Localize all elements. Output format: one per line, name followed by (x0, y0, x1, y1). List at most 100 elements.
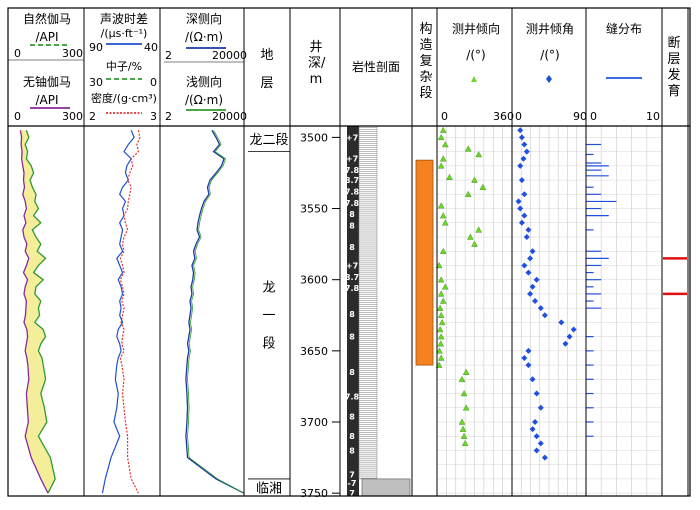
dip-marker (521, 141, 528, 148)
dip-marker (525, 362, 532, 369)
dip-marker (525, 226, 532, 233)
rd-title: 深侧向 (185, 12, 222, 26)
depth-title: 井深/m (308, 40, 326, 87)
litho-label: 8.7 (345, 176, 359, 185)
azimuth-unit: /(°) (466, 48, 486, 62)
litho-label: 8 (349, 446, 355, 455)
ac-unit: /(μs·ft⁻¹) (100, 27, 148, 40)
ac-min: 90 (89, 41, 103, 54)
azimuth-marker (439, 126, 447, 133)
dip-marker (533, 276, 540, 283)
azimuth-marker (436, 347, 443, 354)
azimuth-marker (446, 173, 453, 180)
dip-marker (533, 447, 540, 454)
dip-marker (566, 333, 573, 340)
dip-marker (518, 177, 525, 184)
azimuth-marker (458, 418, 466, 425)
azimuth-marker (460, 432, 468, 439)
azimuth-marker (471, 240, 478, 247)
azimuth-marker (437, 290, 445, 297)
azimuth-max: 360 (493, 110, 514, 123)
ac-max: 40 (144, 41, 158, 54)
dip-marker (521, 191, 528, 198)
azimuth-marker (439, 212, 447, 219)
dip-marker (518, 219, 525, 226)
dip-marker (523, 234, 530, 240)
litho-label: +7 (346, 133, 358, 142)
litho-title: 岩性剖面 (351, 60, 400, 74)
azimuth-marker (436, 304, 444, 311)
dip-marker (541, 454, 548, 461)
kth-min: 0 (14, 110, 21, 123)
dip-marker (517, 162, 524, 169)
kth-title: 无铀伽马 (22, 75, 71, 89)
azimuth-marker (437, 340, 445, 347)
rs-curve (187, 130, 245, 494)
den-title: 密度/(g·cm³) (91, 92, 157, 105)
complex-title: 构造复杂段 (419, 22, 433, 101)
azimuth-marker (439, 247, 447, 254)
dip-marker (518, 134, 525, 141)
complex-zone-layer (415, 159, 434, 366)
litho-label: 7.8 (345, 166, 360, 175)
kth-unit: /API (35, 93, 59, 107)
dip-marker (521, 354, 528, 361)
kth-max: 300 (62, 110, 83, 123)
azimuth-marker (458, 375, 466, 383)
depth-tick-label: 3550 (300, 203, 328, 216)
litho-label: 7 (349, 489, 355, 498)
gr-fill-layer (20, 130, 56, 494)
rd-max: 20000 (212, 49, 247, 62)
depth-tick-label: 3650 (300, 345, 328, 358)
dip-marker (532, 419, 539, 425)
azimuth-marker (464, 145, 472, 152)
azimuth-marker (459, 425, 467, 432)
azimuth-marker (441, 141, 449, 148)
gr-kth-fill (20, 130, 56, 494)
rd-min: 2 (165, 49, 172, 62)
litho-label: 8 (349, 368, 355, 377)
dip-marker (533, 433, 540, 440)
fracture-title: 缝分布 (605, 22, 642, 36)
litho-label: -7 (348, 479, 357, 488)
litho-label: 8 (349, 333, 355, 342)
azimuth-marker (437, 276, 445, 283)
depth-tick-label: 3600 (300, 274, 328, 287)
dip-marker (529, 426, 536, 433)
azimuth-marker (436, 326, 444, 333)
dip-marker (570, 326, 577, 333)
azimuth-marker (441, 283, 449, 290)
rs-title: 浅侧向 (185, 75, 222, 89)
gr-min: 0 (14, 47, 21, 60)
azimuth-marker (461, 439, 469, 447)
depth-tick-label: 3750 (300, 487, 328, 500)
rs-max: 20000 (212, 110, 247, 123)
litho-label: +7 (346, 155, 358, 164)
dip-marker (517, 127, 524, 134)
azimuth-marker (437, 133, 445, 141)
cnl-min: 30 (89, 76, 103, 89)
dip-marker (525, 269, 532, 276)
litho-label: 7.8 (345, 187, 360, 196)
dip-marker (527, 255, 534, 262)
litho-label: 7.8 (345, 392, 360, 401)
kth-curve (19, 130, 49, 494)
azimuth-marker (439, 297, 447, 304)
strata-label: 临湘 (256, 481, 282, 496)
rd-unit: /(Ω·m) (184, 30, 224, 44)
dip-marker (527, 290, 534, 297)
dip-legend (546, 75, 552, 83)
limestone-block (361, 478, 411, 497)
dip-unit: /(°) (540, 48, 560, 62)
dip-marker (523, 148, 530, 155)
azimuth-marker (437, 202, 445, 209)
azimuth-marker (471, 176, 478, 183)
dip-max: 90 (573, 110, 587, 123)
azimuth-marker (479, 183, 487, 190)
azimuth-marker (475, 151, 483, 158)
dip-marker (529, 376, 536, 383)
outer-frame (7, 7, 691, 497)
